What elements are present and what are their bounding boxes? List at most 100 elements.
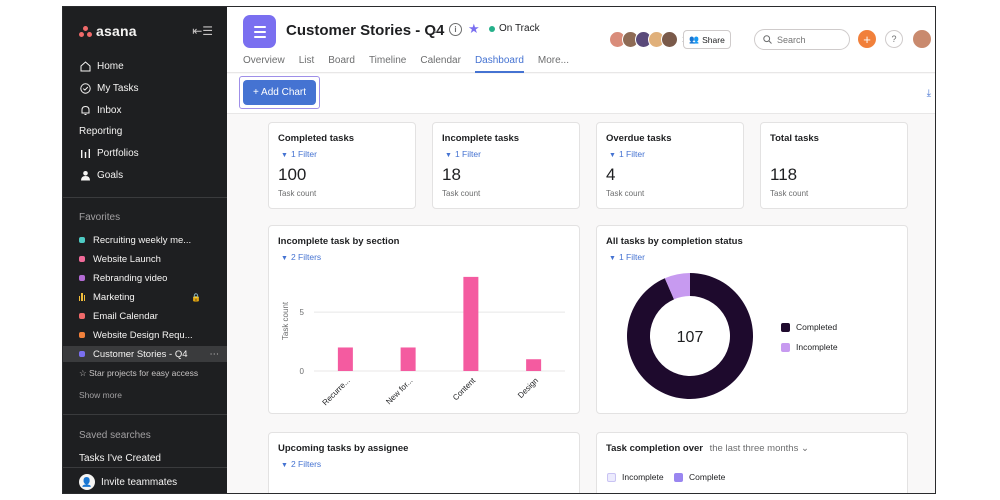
legend-item-completed: Completed xyxy=(781,322,837,332)
legend-label: Completed xyxy=(796,322,837,332)
sidebar-item-goals[interactable]: Goals xyxy=(79,167,123,183)
upcoming-tasks-card[interactable]: Upcoming tasks by assignee ▼ 2 Filters xyxy=(268,432,580,494)
favorite-project-label: Recruiting weekly me... xyxy=(93,235,191,246)
lock-icon: 🔒 xyxy=(191,293,201,302)
metric-caption: Task count xyxy=(278,189,316,198)
main-content: Customer Stories - Q4 ⌄ i ★ On Track Ove… xyxy=(227,7,936,494)
metric-value: 18 xyxy=(442,165,461,185)
search-box[interactable] xyxy=(754,29,850,50)
x-tick-label: Content xyxy=(451,376,478,403)
quick-add-button[interactable]: + xyxy=(858,30,876,48)
filter-link[interactable]: ▼ 1 Filter xyxy=(609,149,645,159)
metric-card-incomplete[interactable]: Incomplete tasks ▼ 1 Filter 18 Task count xyxy=(432,122,580,209)
sidebar-item-home[interactable]: Home xyxy=(79,58,124,74)
tab-calendar[interactable]: Calendar xyxy=(420,55,461,73)
filter-icon: ▼ xyxy=(445,152,452,159)
search-input[interactable] xyxy=(777,35,837,45)
project-status[interactable]: On Track xyxy=(489,23,540,34)
tab-more[interactable]: More... xyxy=(538,55,569,73)
metric-card-total[interactable]: Total tasks 118 Task count xyxy=(760,122,908,209)
favorite-project-item[interactable]: Website Design Requ... xyxy=(79,327,219,343)
range-dropdown[interactable]: the last three months ⌄ xyxy=(710,443,809,454)
metric-card-completed[interactable]: Completed tasks ▼ 1 Filter 100 Task count xyxy=(268,122,416,209)
star-icon[interactable]: ★ xyxy=(468,21,480,37)
legend-item-incomplete: Incomplete xyxy=(607,472,664,482)
legend-label: Complete xyxy=(689,472,725,482)
favorite-project-item[interactable]: Rebranding video xyxy=(79,270,219,286)
filter-link[interactable]: ▼ 1 Filter xyxy=(445,149,481,159)
task-completion-card[interactable]: Task completion over the last three mont… xyxy=(596,432,908,494)
tab-timeline[interactable]: Timeline xyxy=(369,55,406,73)
favorite-project-label: Website Design Requ... xyxy=(93,330,193,341)
card-title: Total tasks xyxy=(770,133,819,144)
sidebar-item-label: Inbox xyxy=(97,105,121,116)
donut-center-value: 107 xyxy=(677,329,704,346)
show-more-link[interactable]: Show more xyxy=(79,390,122,400)
favorite-project-item[interactable]: Recruiting weekly me... xyxy=(79,232,219,248)
filter-label: 1 Filter xyxy=(619,149,645,159)
saved-search-item[interactable]: Tasks I've Created xyxy=(79,450,161,466)
sidebar-collapse-icon[interactable]: ⇤☰ xyxy=(192,24,213,38)
project-tabs: Overview List Board Timeline Calendar Da… xyxy=(243,55,583,73)
invite-teammates-button[interactable]: 👤 Invite teammates xyxy=(79,474,177,490)
card-title: Incomplete tasks xyxy=(442,133,519,144)
chevron-down-icon: ⌄ xyxy=(801,443,809,454)
sidebar-item-label: My Tasks xyxy=(97,83,139,94)
tab-list[interactable]: List xyxy=(299,55,315,73)
sidebar-item-portfolios[interactable]: Portfolios xyxy=(79,145,139,161)
info-icon[interactable]: i xyxy=(449,23,462,36)
filter-link[interactable]: ▼ 1 Filter xyxy=(281,149,317,159)
person-icon xyxy=(79,169,91,181)
favorite-project-item[interactable]: Website Launch xyxy=(79,251,219,267)
legend-item-incomplete: Incomplete xyxy=(781,342,838,352)
bar-chart-card[interactable]: Incomplete task by section ▼ 2 Filters 0 5… xyxy=(268,225,580,414)
donut-chart-card[interactable]: All tasks by completion status ▼ 1 Filter… xyxy=(596,225,908,414)
favorite-project-item[interactable]: Email Calendar xyxy=(79,308,219,324)
metric-card-overdue[interactable]: Overdue tasks ▼ 1 Filter 4 Task count xyxy=(596,122,744,209)
project-title[interactable]: Customer Stories - Q4 xyxy=(286,22,444,39)
sidebar-item-label: Home xyxy=(97,61,124,72)
legend-label: Incomplete xyxy=(622,472,664,482)
favorites-section-label: Favorites xyxy=(79,212,120,223)
sidebar-divider xyxy=(63,467,227,468)
sidebar: asana ⇤☰ Home My Tasks Inbox Reporting P… xyxy=(63,7,227,494)
bar-chart-icon xyxy=(79,293,85,301)
share-label: Share xyxy=(702,35,725,45)
legend-label: Incomplete xyxy=(796,342,838,352)
sidebar-item-my-tasks[interactable]: My Tasks xyxy=(79,80,139,96)
more-options-icon[interactable]: ⋯ xyxy=(210,349,220,360)
tab-dashboard[interactable]: Dashboard xyxy=(475,55,524,73)
project-members[interactable]: 11 xyxy=(609,31,690,48)
bar-chart: 05Task countRecurre... New for... Content D… xyxy=(269,226,581,415)
tab-board[interactable]: Board xyxy=(328,55,355,73)
share-button[interactable]: 👥 Share xyxy=(683,30,731,49)
project-list-icon xyxy=(243,15,276,48)
add-chart-button[interactable]: + Add Chart xyxy=(243,80,316,105)
filter-link[interactable]: ▼ 2 Filters xyxy=(281,459,321,469)
download-icon[interactable]: ⤓ xyxy=(927,88,931,99)
bar xyxy=(401,347,416,371)
filter-label: 1 Filter xyxy=(455,149,481,159)
home-icon xyxy=(79,60,91,72)
sidebar-divider xyxy=(63,414,227,415)
status-dot xyxy=(489,26,495,32)
reporting-section-label[interactable]: Reporting xyxy=(79,126,122,137)
tab-overview[interactable]: Overview xyxy=(243,55,285,73)
favorite-project-item[interactable]: Marketing 🔒 xyxy=(79,289,219,305)
sidebar-item-label: Goals xyxy=(97,170,123,181)
metric-caption: Task count xyxy=(770,189,808,198)
app-window: asana ⇤☰ Home My Tasks Inbox Reporting P… xyxy=(62,6,936,494)
invite-label: Invite teammates xyxy=(101,477,177,488)
metric-value: 118 xyxy=(770,165,797,185)
metric-value: 100 xyxy=(278,165,306,185)
star-hint-text: Star projects for easy access xyxy=(89,368,198,378)
favorite-project-item-active[interactable]: Customer Stories - Q4 ⋯ xyxy=(63,346,227,362)
help-button[interactable]: ? xyxy=(885,30,903,48)
favorite-project-label: Rebranding video xyxy=(93,273,167,284)
chevron-down-icon[interactable]: ⌄ xyxy=(431,23,440,36)
project-color-dot xyxy=(79,237,85,243)
add-person-icon: 👤 xyxy=(79,474,95,490)
user-avatar[interactable] xyxy=(912,29,932,49)
sidebar-item-inbox[interactable]: Inbox xyxy=(79,102,121,118)
card-title: Completed tasks xyxy=(278,133,354,144)
